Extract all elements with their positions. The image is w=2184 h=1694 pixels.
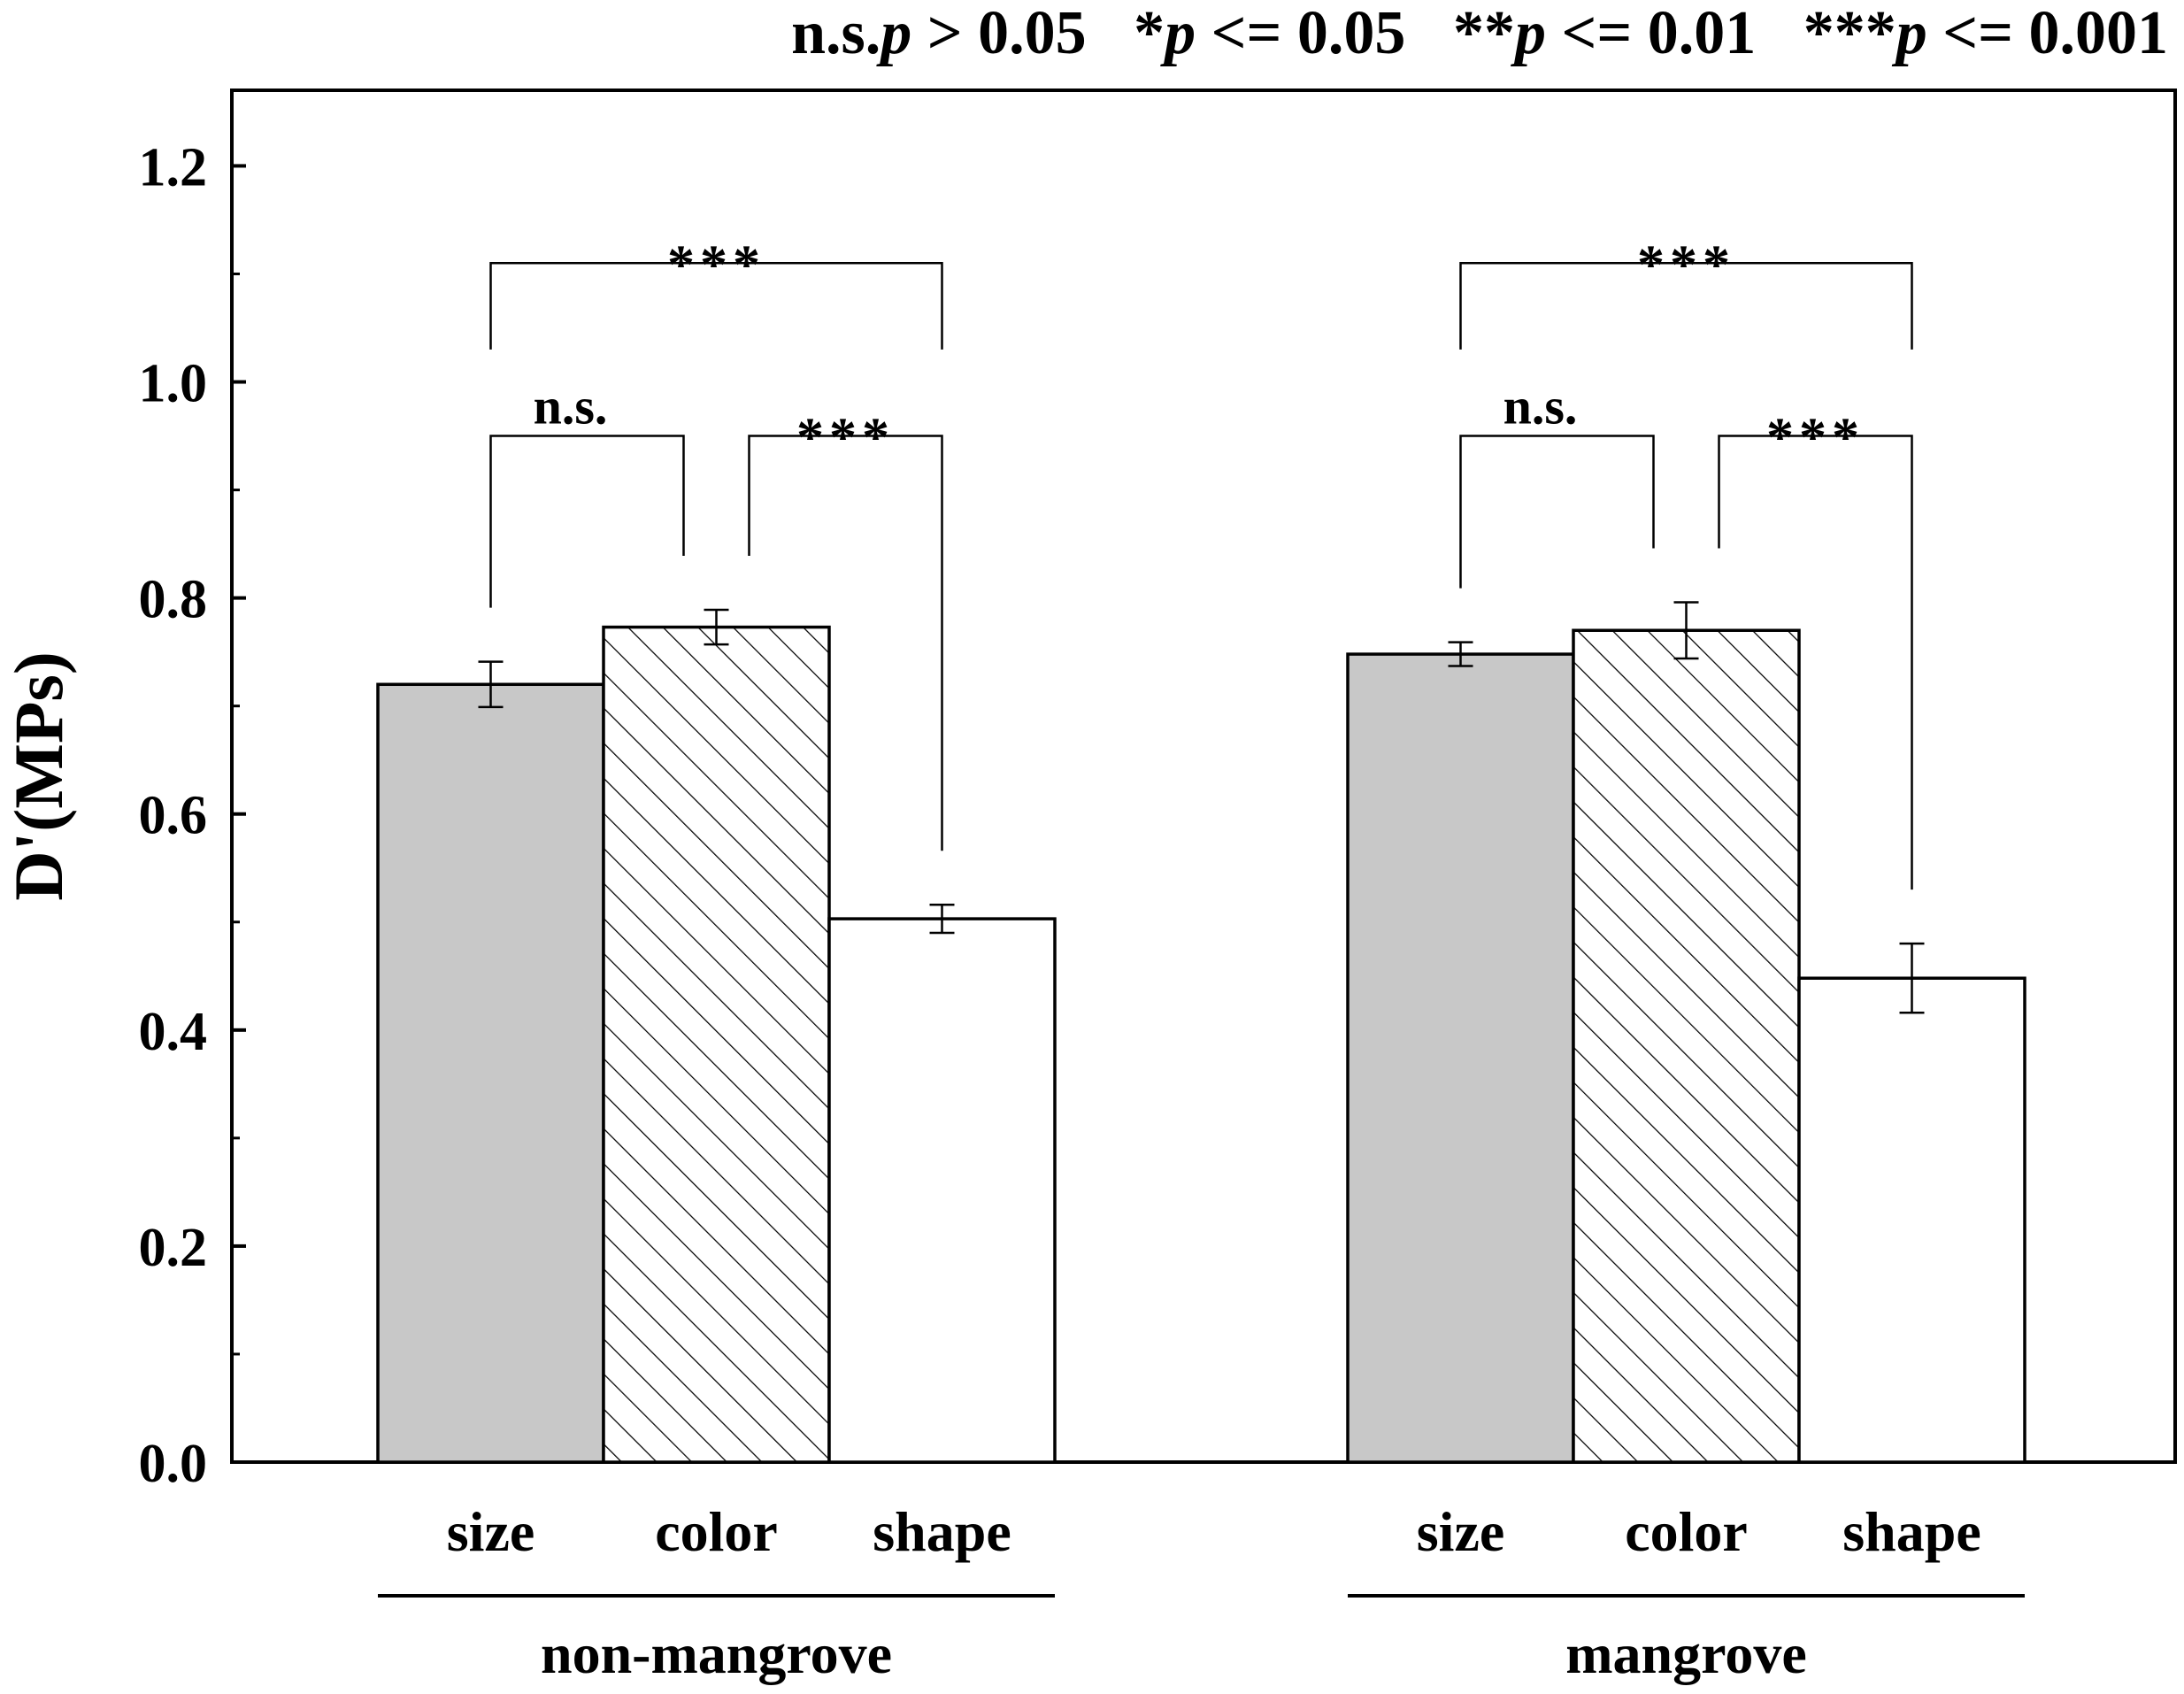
y-tick-label: 0.4 bbox=[139, 1002, 208, 1062]
bar-non-mangrove-color bbox=[602, 625, 831, 1464]
group-label: mangrove bbox=[1565, 1622, 1807, 1685]
y-axis-label: D'(MPs) bbox=[0, 651, 77, 901]
significance-bracket bbox=[489, 435, 685, 608]
bar-mangrove-size bbox=[1346, 652, 1575, 1464]
bar-mangrove-shape bbox=[1797, 976, 2026, 1464]
legend-one-star: * bbox=[1134, 0, 1165, 67]
significance-label: *** bbox=[667, 235, 765, 295]
significance-label: *** bbox=[1766, 408, 1865, 468]
x-category-label: shape bbox=[1842, 1500, 1981, 1563]
legend-p-italic: p bbox=[1160, 0, 1196, 67]
legend-p-italic: p bbox=[876, 0, 911, 67]
legend-ns-relation: > 0.05 bbox=[911, 0, 1086, 67]
y-tick-label: 0.8 bbox=[139, 570, 208, 630]
plot-frame bbox=[230, 89, 2177, 1464]
group-label: non-mangrove bbox=[541, 1622, 892, 1685]
bar-non-mangrove-shape bbox=[827, 917, 1057, 1464]
legend-three-star: *** bbox=[1803, 0, 1896, 67]
legend-one-star-relation: <= 0.05 bbox=[1196, 0, 1405, 67]
legend-p-italic: p bbox=[1892, 0, 1927, 67]
significance-label: n.s. bbox=[1503, 378, 1578, 435]
significance-bracket bbox=[489, 262, 943, 350]
significance-bracket bbox=[1459, 435, 1655, 589]
significance-bracket bbox=[1459, 262, 1913, 350]
x-category-label: color bbox=[1625, 1500, 1748, 1563]
significance-label: *** bbox=[1637, 235, 1735, 295]
x-category-label: size bbox=[1417, 1500, 1505, 1563]
significance-legend: n.s.p > 0.05 *p <= 0.05 **p <= 0.01 ***p… bbox=[791, 0, 2168, 67]
significance-label: *** bbox=[796, 408, 895, 468]
legend-p-italic: p bbox=[1511, 0, 1546, 67]
significance-label: n.s. bbox=[534, 378, 608, 435]
bar-mangrove-color bbox=[1572, 628, 1801, 1464]
x-category-label: size bbox=[447, 1500, 535, 1563]
legend-three-star-relation: <= 0.001 bbox=[1927, 0, 2168, 67]
plot-area: 0.0 0.2 0.4 0.6 0.8 1.0 1.2 D'(MPs) size color sha… bbox=[0, 89, 2177, 1685]
bar-non-mangrove-size bbox=[376, 682, 605, 1464]
legend-ns-prefix: n.s. bbox=[791, 0, 881, 67]
y-tick-label: 1.0 bbox=[139, 354, 208, 414]
legend-two-star: ** bbox=[1453, 0, 1515, 67]
significance-bracket bbox=[748, 435, 943, 851]
legend-two-star-relation: <= 0.01 bbox=[1546, 0, 1756, 67]
y-tick-label: 0.2 bbox=[139, 1218, 208, 1278]
x-category-label: color bbox=[655, 1500, 778, 1563]
x-category-label: shape bbox=[873, 1500, 1011, 1563]
significance-bracket bbox=[1718, 435, 1913, 890]
y-tick-label: 0.6 bbox=[139, 786, 208, 846]
y-tick-label: 1.2 bbox=[139, 137, 208, 197]
y-tick-label: 0.0 bbox=[139, 1434, 208, 1494]
